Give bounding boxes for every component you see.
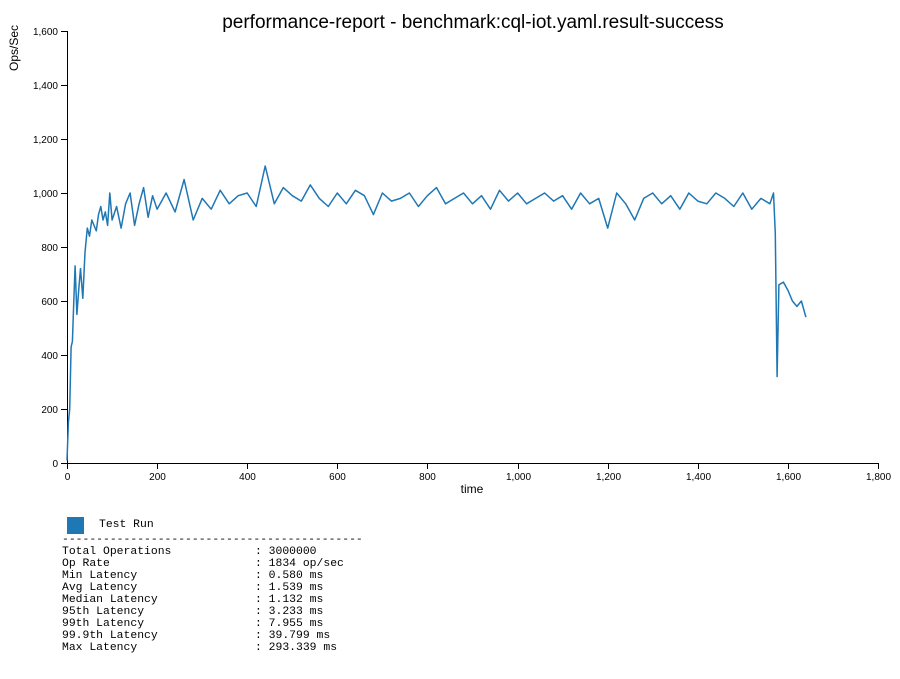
- x-axis: 0 200 400 600 800 1,000 1,200 1,400 1,600 1,800: [65, 463, 891, 483]
- y-tick-label: 800: [41, 243, 58, 254]
- x-tick-label: 1,600: [776, 472, 801, 483]
- legend-entry: Test Run: [62, 515, 363, 535]
- stat-row: Min Latency : 0.580 ms: [62, 570, 363, 582]
- stat-row: 99th Latency : 7.955 ms: [62, 618, 363, 630]
- x-tick-label: 1,800: [866, 472, 891, 483]
- y-tick-label: 400: [41, 351, 58, 362]
- y-axis-label: Ops/Sec: [7, 25, 21, 71]
- stat-label: Op Rate: [62, 558, 110, 570]
- stat-row: 99.9th Latency : 39.799 ms: [62, 630, 363, 642]
- stat-label: 95th Latency: [62, 606, 145, 618]
- legend-divider: ----------------------------------------…: [62, 534, 363, 546]
- stat-value: : 3.233 ms: [255, 606, 324, 618]
- x-tick-label: 400: [239, 472, 256, 483]
- legend-series-name: Test Run: [99, 519, 154, 531]
- stat-label: 99.9th Latency: [62, 630, 158, 642]
- stat-row: Op Rate : 1834 op/sec: [62, 558, 363, 570]
- stats-table: Total Operations : 3000000 Op Rate : 1834 o…: [62, 546, 363, 654]
- stat-value: : 0.580 ms: [255, 570, 324, 582]
- x-tick-label: 200: [149, 472, 166, 483]
- stat-label: Min Latency: [62, 570, 138, 582]
- stat-value: : 39.799 ms: [255, 630, 331, 642]
- stat-row: Median Latency : 1.132 ms: [62, 594, 363, 606]
- y-tick-label: 0: [52, 459, 58, 470]
- stat-label: Median Latency: [62, 594, 158, 606]
- stat-value: : 1.132 ms: [255, 594, 324, 606]
- x-axis-line: [67, 463, 879, 469]
- y-tick-label: 1,400: [33, 81, 58, 92]
- stat-value: : 1834 op/sec: [255, 558, 344, 570]
- x-tick-label: 800: [419, 472, 436, 483]
- stat-value: : 293.339 ms: [255, 642, 338, 654]
- y-axis: 0 200 400 600 800 1,000 1,200 1,400 1,600: [33, 27, 68, 470]
- legend: Test Run -------------------------------…: [62, 515, 363, 654]
- x-tick-label: 600: [329, 472, 346, 483]
- x-tick-label: 1,000: [506, 472, 531, 483]
- y-tick-label: 1,000: [33, 189, 58, 200]
- chart-title: performance-report - benchmark:cql-iot.y…: [222, 12, 724, 33]
- stat-value: : 3000000: [255, 546, 317, 558]
- stat-row: 95th Latency : 3.233 ms: [62, 606, 363, 618]
- plot-area: [66, 165, 807, 461]
- x-tick-label: 1,200: [596, 472, 621, 483]
- stat-label: Total Operations: [62, 546, 172, 558]
- y-tick-label: 1,200: [33, 135, 58, 146]
- series-line: [66, 165, 807, 461]
- stat-label: Max Latency: [62, 642, 138, 654]
- performance-chart: performance-report - benchmark:cql-iot.y…: [7, 12, 891, 496]
- y-tick-label: 600: [41, 297, 58, 308]
- stat-value: : 1.539 ms: [255, 582, 324, 594]
- y-tick-label: 1,600: [33, 27, 58, 38]
- stat-value: : 7.955 ms: [255, 618, 324, 630]
- stat-row: Avg Latency : 1.539 ms: [62, 582, 363, 594]
- x-tick-label: 1,400: [686, 472, 711, 483]
- x-axis-label: time: [461, 482, 484, 496]
- x-tick-label: 0: [65, 472, 71, 483]
- stat-row: Max Latency : 293.339 ms: [62, 642, 363, 654]
- y-tick-label: 200: [41, 405, 58, 416]
- stat-label: 99th Latency: [62, 618, 145, 630]
- legend-swatch: [67, 516, 84, 534]
- stat-label: Avg Latency: [62, 582, 138, 594]
- stat-row: Total Operations : 3000000: [62, 546, 363, 558]
